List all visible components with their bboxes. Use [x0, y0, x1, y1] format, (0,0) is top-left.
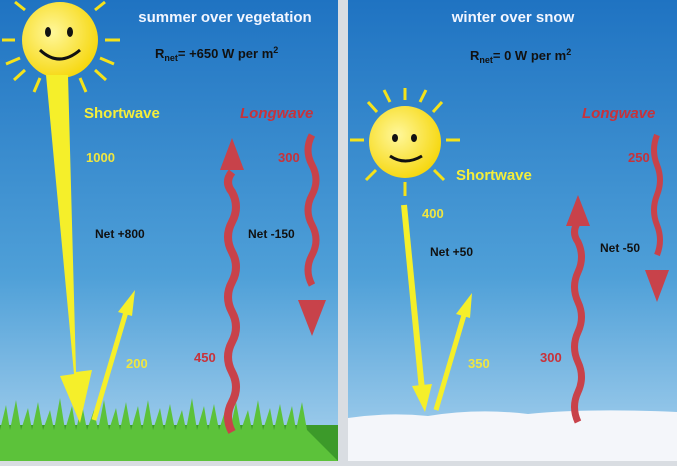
longwave-net: Net -50 [600, 241, 640, 255]
longwave-outgoing-value: 450 [194, 350, 216, 365]
summer-panel: summer over vegetation Rnet= +650 W per … [0, 0, 338, 461]
longwave-label: Longwave [240, 105, 313, 122]
longwave-label: Longwave [582, 105, 655, 122]
shortwave-reflected-value: 200 [126, 356, 148, 371]
shortwave-label: Shortwave [84, 105, 160, 122]
rnet-text: = +650 W per m [178, 46, 273, 61]
longwave-incoming-value: 300 [278, 150, 300, 165]
shortwave-net: Net +800 [95, 227, 145, 241]
shortwave-label: Shortwave [456, 167, 532, 184]
panel-title: summer over vegetation [138, 9, 311, 26]
shortwave-incoming-value: 400 [422, 206, 444, 221]
sky [348, 0, 677, 461]
rnet-subscript: net [479, 55, 493, 65]
rnet-text: = 0 W per m [493, 48, 566, 63]
shortwave-reflected-value: 350 [468, 356, 490, 371]
illustration: summer over vegetation Rnet= +650 W per … [0, 0, 677, 461]
rnet-superscript: 2 [273, 45, 278, 55]
shortwave-net: Net +50 [430, 245, 473, 259]
longwave-outgoing-value: 300 [540, 350, 562, 365]
longwave-incoming-value: 250 [628, 150, 650, 165]
panel-title: winter over snow [451, 9, 575, 26]
longwave-net: Net -150 [248, 227, 295, 241]
page: {"panels": [ {"title": "summer over vege… [0, 0, 677, 461]
shortwave-incoming-value: 1000 [86, 150, 115, 165]
rnet-subscript: net [164, 53, 178, 63]
snow [348, 410, 677, 461]
rnet-superscript: 2 [566, 47, 571, 57]
winter-panel: winter over snow Rnet= 0 W per m2 Shortw… [348, 0, 677, 461]
